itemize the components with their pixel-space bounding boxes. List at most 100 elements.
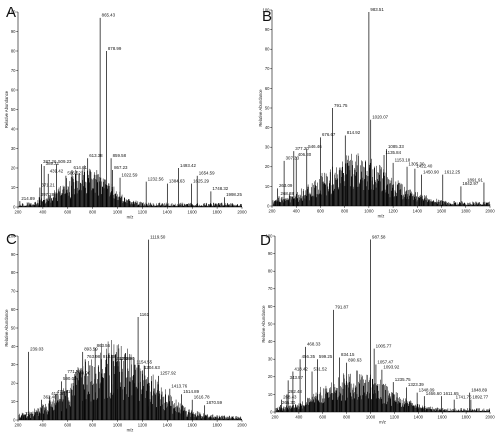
peak-label: 1493.42 — [180, 163, 196, 168]
peak-label: 614.61 — [74, 165, 88, 170]
y-axis-title: Relative Abundance — [258, 89, 263, 127]
peak-label: 1235.75 — [395, 377, 411, 382]
x-tick-label: 2000 — [485, 209, 495, 214]
peak-label: 216.21 — [25, 411, 39, 416]
x-tick-label: 1400 — [414, 415, 424, 420]
peak-label: 918.38 — [103, 354, 117, 359]
peak-label: 1848.89 — [471, 387, 487, 392]
x-axis-title: m/z — [127, 215, 134, 220]
peak-label: 268.43 — [283, 394, 297, 399]
x-tick-label: 400 — [39, 423, 47, 428]
x-tick-label: 1200 — [388, 209, 398, 214]
peak-label: 1625.29 — [193, 178, 209, 183]
peak-label: 1741.75 — [456, 394, 472, 399]
x-tick-label: 600 — [319, 415, 327, 420]
peak-label: 586.52 — [67, 171, 81, 176]
x-tick-label: 1600 — [437, 209, 447, 214]
peak-label: 1119.50 — [150, 234, 166, 239]
peak-label: 1748.32 — [212, 186, 228, 191]
peak-label: 1611.65 — [443, 391, 459, 396]
y-tick-label: 80 — [11, 48, 16, 53]
peak-label: 878.99 — [108, 46, 122, 51]
peak-label: 1998.25 — [226, 192, 242, 197]
x-tick-label: 2000 — [237, 423, 247, 428]
y-tick-label: 90 — [265, 27, 270, 32]
y-tick-label: 10 — [11, 399, 16, 404]
y-tick-label: 50 — [265, 105, 270, 110]
peak-label: 1616.78 — [194, 395, 210, 400]
x-tick-label: 800 — [343, 415, 351, 420]
y-tick-label: 20 — [11, 165, 16, 170]
peak-label: 1093.92 — [383, 365, 399, 370]
peak-label: 239.03 — [30, 347, 44, 352]
peak-label: 307.33 — [286, 156, 300, 161]
y-tick-label: 50 — [11, 107, 16, 112]
peak-label: 418.42 — [294, 366, 308, 371]
y-tick-label: 40 — [265, 125, 270, 130]
spectrum-panel-c: C 200 400 600 800 1000 1200 1400 1600 1800 2000 0 1… — [4, 231, 247, 432]
y-tick-label: 90 — [268, 251, 273, 256]
x-tick-label: 1600 — [188, 423, 198, 428]
x-tick-label: 400 — [293, 209, 301, 214]
panel-letter-a: A — [6, 4, 16, 21]
y-tick-label: 70 — [11, 68, 16, 73]
x-tick-label: 1200 — [138, 210, 148, 215]
peak-label: 791.75 — [334, 103, 348, 108]
peak-label: 1384.63 — [169, 178, 185, 183]
x-tick-label: 2000 — [237, 210, 247, 215]
peak-label: 1154.55 — [136, 360, 152, 365]
y-tick-label: 10 — [11, 185, 16, 190]
peak-label: 763.98 — [87, 354, 101, 359]
x-tick-label: 1600 — [438, 415, 448, 420]
y-tick-label: 0 — [13, 204, 16, 209]
y-tick-label: 40 — [11, 126, 16, 131]
peak-label: 389.21 — [46, 161, 60, 166]
peak-label: 1153.18 — [395, 158, 411, 163]
x-tick-label: 1400 — [163, 423, 173, 428]
peak-label: 1422.40 — [416, 164, 432, 169]
x-tick-label: 400 — [39, 210, 47, 215]
peak-label: 1020.07 — [372, 115, 388, 120]
x-tick-label: 1800 — [461, 415, 471, 420]
y-tick-label: 90 — [11, 29, 16, 34]
x-tick-label: 1800 — [212, 423, 222, 428]
peak-label: 531.52 — [314, 366, 328, 371]
peak-label: 599.25 — [319, 354, 333, 359]
y-tick-label: 10 — [265, 184, 270, 189]
peak-label: 1305.30 — [409, 162, 425, 167]
spectrum-trace-d — [275, 370, 490, 412]
x-tick-label: 1000 — [113, 210, 123, 215]
peak-label: 890.63 — [348, 358, 362, 363]
peak-label: 791.87 — [335, 305, 349, 310]
x-tick-label: 1400 — [413, 209, 423, 214]
peak-label: 1057.47 — [377, 359, 393, 364]
peak-label: 863.56 — [97, 343, 111, 348]
peak-label: 1257.92 — [160, 371, 176, 376]
x-tick-label: 200 — [269, 209, 277, 214]
y-tick-label: 40 — [11, 344, 16, 349]
y-tick-label: 80 — [265, 47, 270, 52]
y-tick-label: 100 — [266, 233, 274, 238]
peak-label: 771.35 — [67, 369, 81, 374]
x-axis-title: m/z — [378, 214, 385, 219]
x-tick-label: 600 — [64, 423, 72, 428]
x-tick-label: 1000 — [364, 209, 374, 214]
y-tick-label: 20 — [11, 381, 16, 386]
peak-label: 546.46 — [308, 144, 322, 149]
peak-label: 893.59 — [84, 347, 98, 352]
panel-letter-c: C — [6, 231, 17, 248]
x-tick-label: 400 — [295, 415, 303, 420]
x-tick-label: 200 — [15, 423, 23, 428]
peak-label: 1842.97 — [462, 181, 478, 186]
x-tick-label: 800 — [341, 209, 349, 214]
y-tick-label: 30 — [265, 145, 270, 150]
peak-label: 343.97 — [290, 375, 304, 380]
y-tick-label: 70 — [265, 66, 270, 71]
y-tick-label: 0 — [13, 417, 16, 422]
spectrum-panel-b: B 200 400 600 800 1000 1200 1400 1600 1800 2000 0 1… — [258, 7, 495, 219]
peak-label: 1232.56 — [148, 176, 164, 181]
x-axis-title: m/z — [127, 428, 134, 432]
peak-label: 387.26 — [43, 159, 57, 164]
y-tick-label: 60 — [11, 87, 16, 92]
y-tick-label: 80 — [11, 270, 16, 275]
